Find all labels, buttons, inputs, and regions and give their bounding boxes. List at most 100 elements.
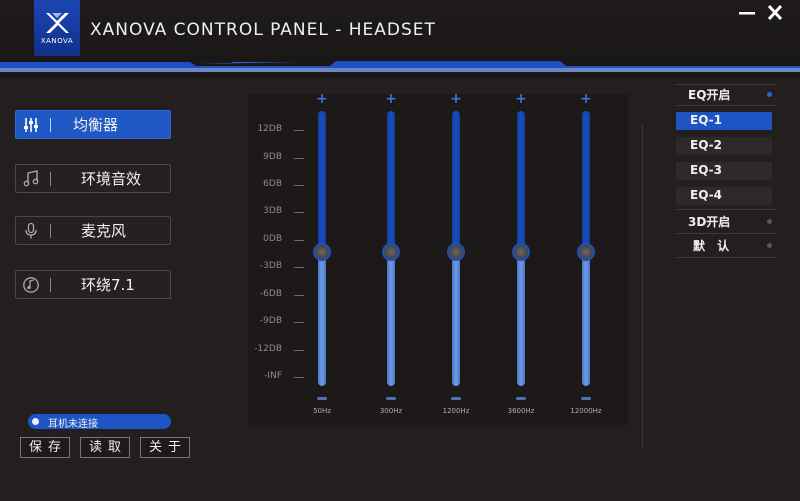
db-label: 3DB <box>263 206 282 216</box>
db-tick <box>294 158 304 159</box>
db-tick <box>294 377 304 378</box>
surround-disc-icon <box>16 271 46 298</box>
db-tick <box>294 322 304 323</box>
db-label: -6DB <box>259 289 282 299</box>
default-label: 默 认 <box>693 239 734 253</box>
db-label: -3DB <box>259 261 282 271</box>
frequency-label: 12000Hz <box>570 407 602 415</box>
preset-eq-4[interactable]: EQ-4 <box>676 187 772 205</box>
3d-enable-indicator-icon <box>767 219 772 224</box>
frequency-label: 1200Hz <box>442 407 470 415</box>
frequency-label: 3600Hz <box>507 407 535 415</box>
slider-track-upper <box>318 111 326 252</box>
db-label: 9DB <box>263 152 282 162</box>
decrease-icon[interactable] <box>581 397 591 400</box>
nav-label-environment: 环境音效 <box>81 170 142 188</box>
header-stripe <box>0 61 800 72</box>
nav-label-microphone: 麦克风 <box>81 222 127 240</box>
slider-knob[interactable] <box>577 243 595 261</box>
increase-icon[interactable]: + <box>450 91 462 107</box>
slider-track-lower <box>452 252 460 386</box>
db-tick <box>294 295 304 296</box>
slider-track-lower <box>387 252 395 386</box>
nav-separator <box>50 223 51 238</box>
nav-separator <box>50 117 51 132</box>
slider-knob[interactable] <box>382 243 400 261</box>
headset-connection-status: 耳机未连接 <box>28 414 171 430</box>
eq-enable-label: EQ开启 <box>688 88 731 102</box>
decrease-icon[interactable] <box>516 397 526 400</box>
frequency-label: 50Hz <box>313 407 331 415</box>
eq-enable-toggle[interactable]: EQ开启 <box>676 85 776 104</box>
default-indicator-icon <box>767 243 772 248</box>
nav-label-equalizer: 均衡器 <box>73 116 119 134</box>
nav-surround[interactable]: 环绕7.1 <box>15 270 171 299</box>
slider-track-lower <box>318 252 326 386</box>
menu-divider <box>676 209 776 210</box>
minimize-button[interactable] <box>736 4 758 22</box>
increase-icon[interactable]: + <box>385 91 397 107</box>
3d-enable-toggle[interactable]: 3D开启 <box>676 212 776 231</box>
preset-label: EQ-1 <box>690 113 722 127</box>
db-label: 12DB <box>257 124 282 134</box>
slider-track-upper <box>452 111 460 252</box>
preset-eq-2[interactable]: EQ-2 <box>676 137 772 155</box>
nav-label-surround: 环绕7.1 <box>81 276 135 294</box>
nav-separator <box>50 171 51 186</box>
nav-microphone[interactable]: 麦克风 <box>15 216 171 245</box>
status-text: 耳机未连接 <box>48 419 98 430</box>
title-bar: XANOVA XANOVA CONTROL PANEL - HEADSET <box>0 0 800 78</box>
decrease-icon[interactable] <box>451 397 461 400</box>
frequency-label: 300Hz <box>379 407 403 415</box>
increase-icon[interactable]: + <box>515 91 527 107</box>
3d-enable-label: 3D开启 <box>688 215 731 229</box>
xanova-logo: XANOVA <box>34 0 80 56</box>
eq-enable-indicator-icon <box>767 92 772 97</box>
divider <box>642 124 643 448</box>
db-label: -INF <box>264 371 282 381</box>
logo-text: XANOVA <box>40 36 74 45</box>
db-tick <box>294 267 304 268</box>
load-button[interactable]: 读取 <box>80 437 130 458</box>
menu-divider <box>676 257 776 258</box>
db-tick <box>294 350 304 351</box>
preset-label: EQ-2 <box>690 138 722 152</box>
status-indicator-icon <box>32 418 39 425</box>
decrease-icon[interactable] <box>386 397 396 400</box>
nav-environment-effects[interactable]: 环境音效 <box>15 164 171 193</box>
slider-track-upper <box>387 111 395 252</box>
preset-label: EQ-4 <box>690 188 722 202</box>
nav-equalizer[interactable]: 均衡器 <box>15 110 171 139</box>
microphone-icon <box>16 217 46 244</box>
close-button[interactable] <box>764 4 786 22</box>
db-tick <box>294 130 304 131</box>
about-button[interactable]: 关于 <box>140 437 190 458</box>
decrease-icon[interactable] <box>317 397 327 400</box>
increase-icon[interactable]: + <box>316 91 328 107</box>
window-title: XANOVA CONTROL PANEL - HEADSET <box>90 20 436 40</box>
slider-knob[interactable] <box>447 243 465 261</box>
xanova-logo-mark-icon <box>46 12 69 33</box>
slider-track-lower <box>517 252 525 386</box>
default-button[interactable]: 默 认 <box>676 236 776 255</box>
slider-knob[interactable] <box>313 243 331 261</box>
slider-knob[interactable] <box>512 243 530 261</box>
increase-icon[interactable]: + <box>580 91 592 107</box>
nav-separator <box>50 277 51 292</box>
slider-track-upper <box>517 111 525 252</box>
db-label: 0DB <box>263 234 282 244</box>
menu-divider <box>676 84 776 85</box>
slider-track-lower <box>582 252 590 386</box>
db-tick <box>294 212 304 213</box>
db-tick <box>294 185 304 186</box>
preset-eq-1[interactable]: EQ-1 <box>676 112 772 130</box>
equalizer-panel <box>248 94 628 425</box>
music-note-icon <box>16 165 46 192</box>
equalizer-sliders-icon <box>16 111 46 138</box>
minimize-icon <box>739 12 755 15</box>
save-button[interactable]: 保存 <box>20 437 70 458</box>
preset-eq-3[interactable]: EQ-3 <box>676 162 772 180</box>
db-label: -9DB <box>259 316 282 326</box>
close-icon <box>767 4 783 21</box>
menu-divider <box>676 105 776 106</box>
